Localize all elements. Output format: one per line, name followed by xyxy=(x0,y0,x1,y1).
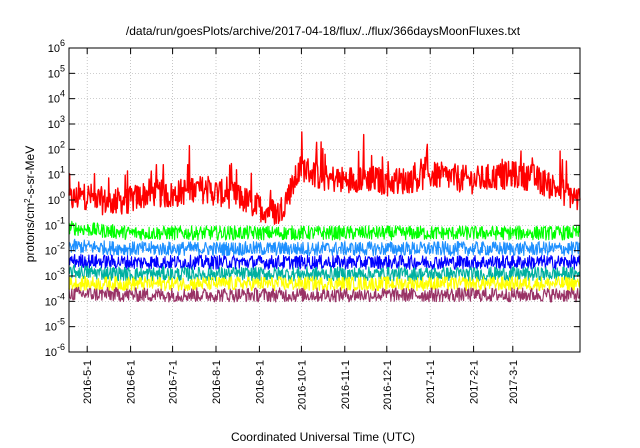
y-axis-label: protons/cm2-s-sr-MeV xyxy=(23,146,38,262)
x-tick-label: 2017-2-1 xyxy=(469,360,481,404)
y-tick-label: 10-1 xyxy=(45,215,65,232)
x-tick-label: 2016-10-1 xyxy=(296,360,308,410)
series-line xyxy=(68,238,581,257)
y-tick-labels: 10-6 10-5 10-4 10-3 10-2 10-1 100 101 102 103 104 1… xyxy=(45,38,65,359)
x-tick-label: 2016-5-1 xyxy=(82,360,94,404)
y-tick-label: 10-4 xyxy=(45,291,65,308)
series-layer xyxy=(68,131,581,303)
y-tick-label: 105 xyxy=(48,63,65,80)
x-tick-label: 2016-11-1 xyxy=(340,360,352,409)
x-tick-label: 2016-8-1 xyxy=(211,360,223,404)
y-tick-label: 10-3 xyxy=(45,266,65,283)
x-tick-label: 2017-1-1 xyxy=(425,360,437,404)
x-axis-label: Coordinated Universal Time (UTC) xyxy=(231,430,415,444)
y-tick-label: 10-5 xyxy=(45,317,65,334)
series-line xyxy=(68,220,581,241)
x-tick-label: 2017-3-1 xyxy=(508,360,520,404)
x-tick-label: 2016-6-1 xyxy=(126,360,138,404)
series-line xyxy=(68,276,581,292)
chart-title: /data/run/goesPlots/archive/2017-04-18/f… xyxy=(126,24,521,38)
y-axis-label-prefix: protons/cm xyxy=(23,203,37,262)
y-tick-label: 104 xyxy=(48,89,65,106)
y-axis-label-suffix: -s-sr-MeV xyxy=(23,146,37,199)
y-tick-label: 101 xyxy=(48,165,65,182)
y-tick-label: 10-6 xyxy=(45,342,65,359)
y-tick-label: 100 xyxy=(48,190,65,207)
y-tick-label: 106 xyxy=(48,38,65,55)
x-tick-label: 2016-7-1 xyxy=(168,360,180,404)
y-tick-label: 103 xyxy=(48,114,65,131)
series-line xyxy=(68,131,581,225)
x-tick-label: 2016-9-1 xyxy=(254,360,266,404)
y-tick-label: 102 xyxy=(48,139,65,156)
y-tick-label: 10-2 xyxy=(45,241,65,258)
axis-layer xyxy=(68,47,581,353)
y-axis-label-sup: 2 xyxy=(23,198,32,203)
x-tick-label: 2016-12-1 xyxy=(382,360,394,410)
series-line xyxy=(68,286,581,303)
series-line xyxy=(68,253,581,270)
series-line xyxy=(68,264,581,282)
x-tick-labels: 2016-5-1 2016-6-1 2016-7-1 2016-8-1 2016-9-1… xyxy=(82,360,520,410)
